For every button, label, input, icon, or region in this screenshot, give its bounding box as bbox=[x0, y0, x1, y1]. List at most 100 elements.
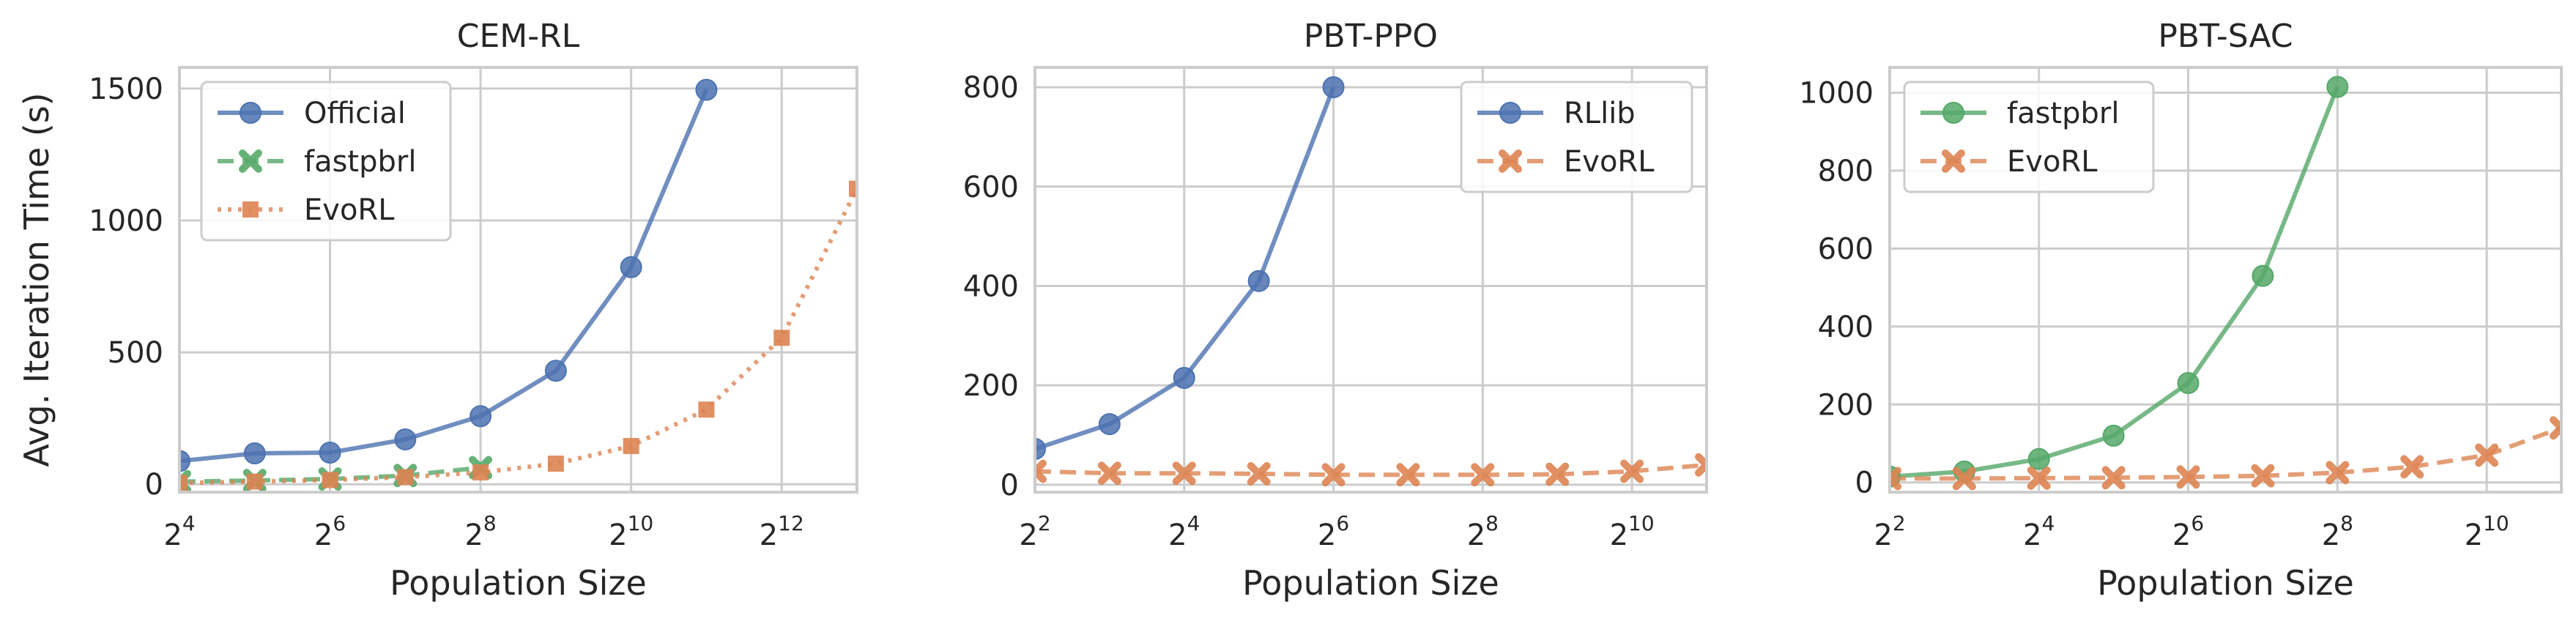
x-tick-label: 22 bbox=[1019, 511, 1050, 552]
data-point bbox=[2475, 443, 2499, 467]
legend-entry: EvoRL bbox=[1477, 145, 1655, 179]
x-tick-label: 24 bbox=[2023, 511, 2055, 552]
data-point bbox=[469, 405, 492, 428]
data-point bbox=[1035, 437, 1046, 460]
y-tick-label: 0 bbox=[1855, 467, 1874, 500]
y-tick-label: 600 bbox=[963, 171, 1019, 204]
panel-title: PBT-SAC bbox=[2158, 18, 2293, 55]
x-axis-label: Population Size bbox=[390, 563, 647, 603]
x-tick-label: 26 bbox=[314, 511, 346, 552]
data-point bbox=[472, 464, 489, 480]
data-point bbox=[2101, 466, 2126, 490]
legend-marker bbox=[1499, 102, 1521, 124]
series-line bbox=[1035, 462, 1707, 478]
legend-entry: fastpbrl bbox=[218, 145, 416, 179]
data-point bbox=[2326, 75, 2349, 98]
data-point bbox=[695, 78, 718, 101]
series-line bbox=[179, 89, 709, 464]
data-point bbox=[394, 428, 417, 450]
y-tick-label: 800 bbox=[1818, 155, 1874, 188]
data-point bbox=[179, 475, 188, 491]
legend-marker bbox=[1942, 149, 1965, 173]
data-point bbox=[773, 330, 790, 346]
legend-label: EvoRL bbox=[1564, 145, 1655, 179]
data-point bbox=[1321, 463, 1345, 487]
data-point bbox=[2177, 372, 2200, 395]
legend: RLlib EvoRL bbox=[1460, 81, 1693, 193]
y-tick-label: 1500 bbox=[89, 73, 163, 106]
data-point bbox=[179, 450, 190, 472]
data-point bbox=[1172, 461, 1196, 486]
data-point bbox=[1695, 453, 1707, 477]
data-point bbox=[2251, 464, 2275, 488]
data-point bbox=[322, 472, 338, 489]
y-axis-label: Avg. Iteration Time (s) bbox=[17, 92, 56, 467]
data-point bbox=[698, 401, 715, 418]
x-tick-label: 210 bbox=[1610, 511, 1655, 552]
y-tick-label: 1000 bbox=[1799, 77, 1874, 111]
legend-marker bbox=[1942, 102, 1964, 124]
legend-label: Official bbox=[304, 97, 406, 130]
data-point bbox=[2027, 466, 2051, 490]
data-point bbox=[246, 473, 263, 490]
data-point bbox=[1097, 461, 1121, 486]
legend-label: fastpbrl bbox=[2007, 97, 2119, 130]
series-evorl bbox=[1890, 416, 2561, 491]
data-point bbox=[2027, 447, 2050, 470]
data-point bbox=[1545, 462, 1570, 486]
y-tick-label: 200 bbox=[963, 369, 1019, 403]
data-point bbox=[319, 441, 341, 464]
legend-marker bbox=[242, 201, 259, 218]
legend-box bbox=[200, 81, 452, 242]
legend-entry: EvoRL bbox=[1920, 145, 2098, 179]
legend-marker bbox=[1499, 149, 1522, 173]
y-tick-label: 200 bbox=[1818, 388, 1874, 422]
panel-2: 22 24 26 28 210 0 200 400 600 800 PBT-PPO Populatio… bbox=[963, 18, 1708, 603]
series-layer bbox=[1890, 75, 2561, 491]
legend-marker bbox=[239, 149, 262, 173]
data-point bbox=[2102, 424, 2125, 447]
data-point bbox=[1098, 413, 1121, 436]
x-tick-label: 210 bbox=[609, 511, 653, 552]
legend-entry: RLlib bbox=[1477, 97, 1636, 130]
data-point bbox=[544, 360, 567, 382]
x-tick-label: 210 bbox=[2465, 511, 2509, 552]
panel-1: 24 26 28 210 212 0 500 1000 1500 CEM-RL Population… bbox=[17, 18, 858, 603]
legend-entry: fastpbrl bbox=[1920, 97, 2119, 130]
plot-frame bbox=[178, 66, 858, 494]
data-point bbox=[1471, 463, 1495, 487]
data-point bbox=[623, 437, 639, 454]
data-point bbox=[849, 180, 857, 197]
panel-3: 22 24 26 28 210 0 200 400 600 800 1000 PBT-SAC Popul… bbox=[1799, 18, 2563, 603]
data-point bbox=[547, 456, 564, 472]
y-tick-label: 400 bbox=[1818, 311, 1874, 344]
legend-marker bbox=[240, 102, 261, 124]
data-point bbox=[397, 469, 414, 486]
plot-frame bbox=[1033, 66, 1708, 494]
legend-label: fastpbrl bbox=[304, 145, 416, 179]
data-point bbox=[1247, 461, 1271, 486]
data-point bbox=[620, 256, 642, 278]
x-tick-label: 28 bbox=[2322, 511, 2353, 552]
data-point bbox=[1890, 467, 1901, 491]
x-tick-label: 212 bbox=[760, 511, 804, 552]
legend-entry: EvoRL bbox=[218, 193, 395, 227]
x-tick-label: 24 bbox=[1168, 511, 1200, 552]
legend-label: EvoRL bbox=[304, 193, 395, 227]
legend-label: RLlib bbox=[1564, 97, 1636, 130]
y-tick-label: 500 bbox=[108, 336, 163, 370]
data-point bbox=[1247, 270, 1270, 292]
series-rllib bbox=[1035, 76, 1345, 460]
legend-label: EvoRL bbox=[2007, 145, 2098, 179]
x-axis-label: Population Size bbox=[2097, 563, 2354, 603]
series-layer bbox=[1035, 76, 1707, 487]
series-evorl bbox=[1035, 453, 1707, 487]
y-tick-label: 800 bbox=[963, 71, 1019, 105]
data-point bbox=[2400, 455, 2424, 479]
y-tick-label: 1000 bbox=[89, 204, 163, 238]
panel-title: PBT-PPO bbox=[1304, 18, 1438, 55]
data-point bbox=[1173, 366, 1195, 389]
legend-entry: Official bbox=[218, 97, 406, 130]
y-tick-label: 0 bbox=[1001, 469, 1019, 502]
